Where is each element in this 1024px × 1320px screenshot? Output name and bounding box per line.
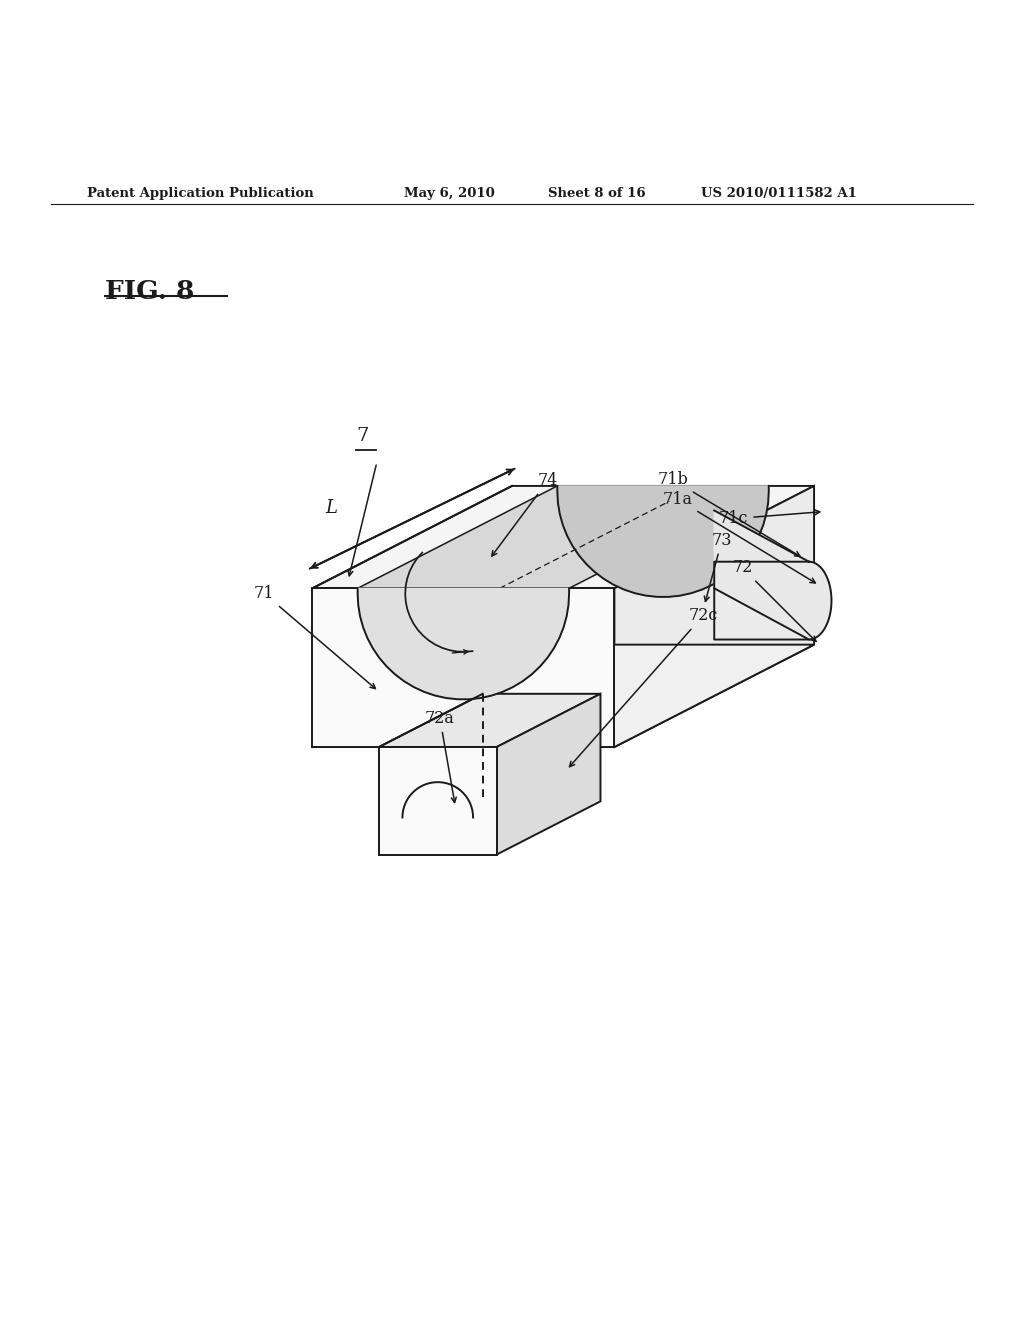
Polygon shape bbox=[715, 511, 831, 639]
Text: Sheet 8 of 16: Sheet 8 of 16 bbox=[548, 187, 645, 201]
Text: 71c: 71c bbox=[719, 510, 820, 527]
Polygon shape bbox=[357, 486, 769, 589]
Text: 72c: 72c bbox=[569, 607, 718, 767]
Polygon shape bbox=[614, 486, 814, 747]
Text: 74: 74 bbox=[492, 473, 558, 556]
Polygon shape bbox=[379, 747, 497, 854]
Text: 72a: 72a bbox=[425, 710, 457, 803]
Text: Patent Application Publication: Patent Application Publication bbox=[87, 187, 313, 201]
Text: US 2010/0111582 A1: US 2010/0111582 A1 bbox=[701, 187, 857, 201]
Polygon shape bbox=[497, 694, 600, 854]
Text: 71b: 71b bbox=[657, 471, 800, 556]
Polygon shape bbox=[379, 694, 600, 747]
Text: 71a: 71a bbox=[663, 491, 815, 583]
Text: FIG. 8: FIG. 8 bbox=[105, 279, 195, 304]
Text: May 6, 2010: May 6, 2010 bbox=[404, 187, 496, 201]
Polygon shape bbox=[357, 589, 569, 700]
Text: 7: 7 bbox=[356, 426, 369, 445]
Text: 72: 72 bbox=[732, 560, 816, 642]
Text: 71: 71 bbox=[254, 585, 376, 689]
Text: L: L bbox=[325, 499, 337, 516]
Polygon shape bbox=[312, 589, 614, 747]
Polygon shape bbox=[312, 486, 814, 589]
Text: 73: 73 bbox=[705, 532, 732, 602]
Polygon shape bbox=[312, 644, 814, 747]
Polygon shape bbox=[557, 486, 769, 597]
